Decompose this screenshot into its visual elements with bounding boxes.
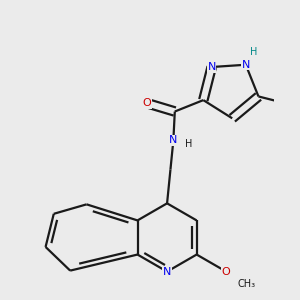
Text: H: H	[250, 47, 258, 57]
Text: N: N	[163, 267, 171, 277]
Text: N: N	[242, 60, 250, 70]
Text: N: N	[169, 136, 178, 146]
Text: O: O	[142, 98, 152, 108]
Text: CH₃: CH₃	[238, 279, 256, 289]
Text: O: O	[222, 267, 231, 277]
Text: N: N	[208, 62, 216, 72]
Text: H: H	[185, 139, 192, 149]
